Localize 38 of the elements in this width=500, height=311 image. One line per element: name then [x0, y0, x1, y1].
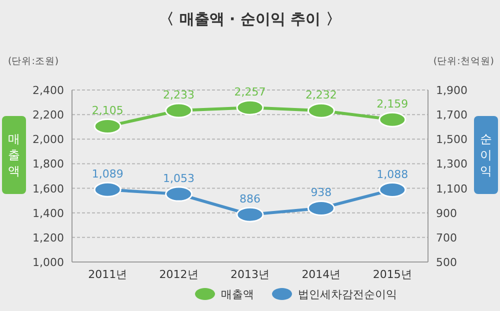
- y-tick-label: 2,000: [32, 133, 64, 146]
- y-tick-label: 2,200: [32, 108, 64, 122]
- y2-tick-label: 1,700: [436, 108, 468, 122]
- data-label: 1,089: [92, 168, 124, 181]
- data-label: 2,105: [92, 104, 124, 118]
- chart-title: 〈 매출액 · 순이익 추이 〉: [159, 10, 341, 28]
- data-label: 2,233: [163, 88, 195, 102]
- x-tick-label: 2015년: [372, 268, 412, 281]
- y-tick-label: 2,400: [32, 84, 64, 97]
- y2-tick-label: 1,900: [436, 84, 468, 97]
- y2-tick-label: 900: [436, 206, 457, 220]
- legend-label: 매출액: [221, 288, 254, 301]
- y-tick-label: 1,200: [32, 231, 64, 244]
- x-tick-label: 2012년: [159, 268, 198, 281]
- x-tick-label: 2011년: [88, 268, 128, 281]
- text: (단위:천억원): [433, 56, 494, 67]
- y-tick-label: 1,000: [32, 256, 64, 269]
- data-label: 1,053: [163, 172, 195, 186]
- data-label: 2,159: [376, 98, 408, 111]
- y2-tick-label: 1,100: [436, 182, 468, 196]
- data-label: 1,088: [376, 168, 408, 181]
- x-tick-label: 2014년: [302, 268, 341, 281]
- y2-tick-label: 1,500: [436, 133, 468, 146]
- x-tick-label: 2013년: [230, 268, 270, 281]
- data-label: 938: [310, 186, 332, 200]
- y2-axis-title: 순이익: [480, 132, 492, 178]
- y-axis-title: 매출액: [8, 132, 20, 178]
- y2-tick-label: 500: [436, 256, 457, 269]
- data-label: 886: [240, 192, 260, 206]
- y-tick-label: 1,600: [32, 182, 64, 196]
- y2-tick-label: 1,300: [436, 158, 468, 171]
- y-tick-label: 1,800: [32, 158, 64, 171]
- data-label: 2,232: [305, 88, 337, 102]
- y2-tick-label: 700: [436, 231, 457, 244]
- text: (단위:조원): [8, 56, 59, 67]
- data-label: 2,257: [234, 86, 266, 99]
- legend-label: 법인세차감전순이익: [298, 288, 397, 301]
- y-tick-label: 1,400: [32, 206, 64, 220]
